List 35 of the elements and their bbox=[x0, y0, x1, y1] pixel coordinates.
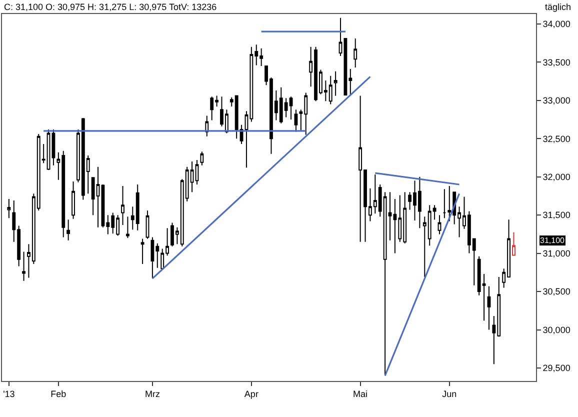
x-tick-label: Mai bbox=[353, 388, 368, 399]
y-tick-label: 31,000 bbox=[542, 248, 570, 258]
chart-title: C: 31,100 O: 30,975 H: 31,275 L: 30,975 TotV: 13236 bbox=[4, 2, 217, 12]
candlestick bbox=[140, 238, 144, 265]
candlestick bbox=[442, 188, 446, 219]
x-tick-label: Mrz bbox=[144, 388, 160, 399]
x-tick-label: Jun bbox=[442, 388, 457, 399]
candlestick bbox=[334, 70, 338, 96]
candlestick bbox=[66, 219, 70, 241]
y-tick-label: 33,000 bbox=[542, 96, 570, 106]
candlestick bbox=[22, 251, 26, 282]
candlestick bbox=[72, 180, 75, 220]
candlestick bbox=[438, 214, 442, 235]
text: täglich bbox=[545, 2, 572, 12]
x-tick-label: '13 bbox=[3, 388, 15, 399]
candlestick bbox=[7, 198, 11, 219]
y-tick-label: 31,500 bbox=[542, 210, 570, 220]
candlestick bbox=[52, 128, 56, 166]
y-tick-label: 29,500 bbox=[542, 363, 570, 374]
candlestick bbox=[487, 286, 491, 330]
candlestick bbox=[200, 151, 204, 166]
candlestick bbox=[146, 210, 150, 240]
y-tick-label: 32,000 bbox=[542, 172, 570, 182]
candlestick bbox=[354, 38, 358, 68]
x-tick-label: Feb bbox=[50, 388, 66, 399]
candlestick bbox=[121, 186, 124, 226]
y-tick-label: 33,500 bbox=[542, 57, 570, 68]
y-tick-label: 30,000 bbox=[542, 324, 570, 335]
y-tick-label: 32,500 bbox=[542, 134, 570, 144]
y-tick-label: 34,000 bbox=[542, 19, 570, 30]
candlestick bbox=[338, 17, 342, 57]
y-tick-label: 30,500 bbox=[542, 286, 570, 297]
x-tick-label: Apr bbox=[244, 388, 258, 399]
candlestick bbox=[126, 216, 130, 239]
text: 31,100 bbox=[540, 236, 566, 245]
